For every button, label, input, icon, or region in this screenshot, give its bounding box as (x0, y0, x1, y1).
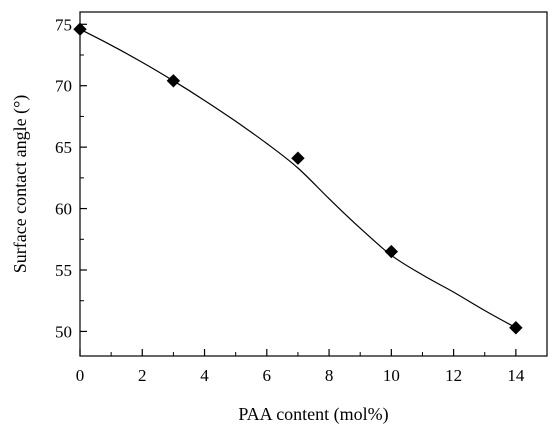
x-tick-label: 0 (76, 366, 85, 385)
x-tick-label: 14 (507, 366, 525, 385)
y-axis-title: Surface contact angle (°) (10, 95, 31, 274)
plot-frame (79, 11, 548, 357)
data-point (291, 151, 305, 165)
data-point (166, 74, 181, 88)
trend-line (79, 28, 517, 329)
trend-curve (79, 28, 517, 329)
x-tick-label: 4 (200, 366, 209, 385)
x-tick-label: 12 (445, 366, 462, 385)
x-tick-label: 6 (263, 366, 272, 385)
data-point (384, 244, 399, 259)
data-points (73, 22, 523, 335)
data-point (73, 22, 87, 36)
data-point (509, 321, 523, 335)
x-axis-ticks: 0 2 4 6 8 10 12 14 (76, 349, 548, 385)
y-tick-label: 65 (55, 138, 72, 157)
x-tick-label: 8 (325, 366, 334, 385)
x-axis-title: PAA content (mol%) (238, 404, 388, 425)
x-tick-label: 10 (383, 366, 400, 385)
y-tick-label: 55 (55, 261, 72, 280)
y-tick-label: 60 (55, 200, 72, 219)
plot-border (79, 11, 548, 357)
x-tick-label: 2 (138, 366, 147, 385)
y-tick-label: 75 (55, 15, 72, 34)
y-tick-label: 50 (55, 322, 72, 341)
y-axis-ticks: 50 55 60 65 70 75 (55, 15, 87, 341)
y-tick-label: 70 (55, 77, 72, 96)
